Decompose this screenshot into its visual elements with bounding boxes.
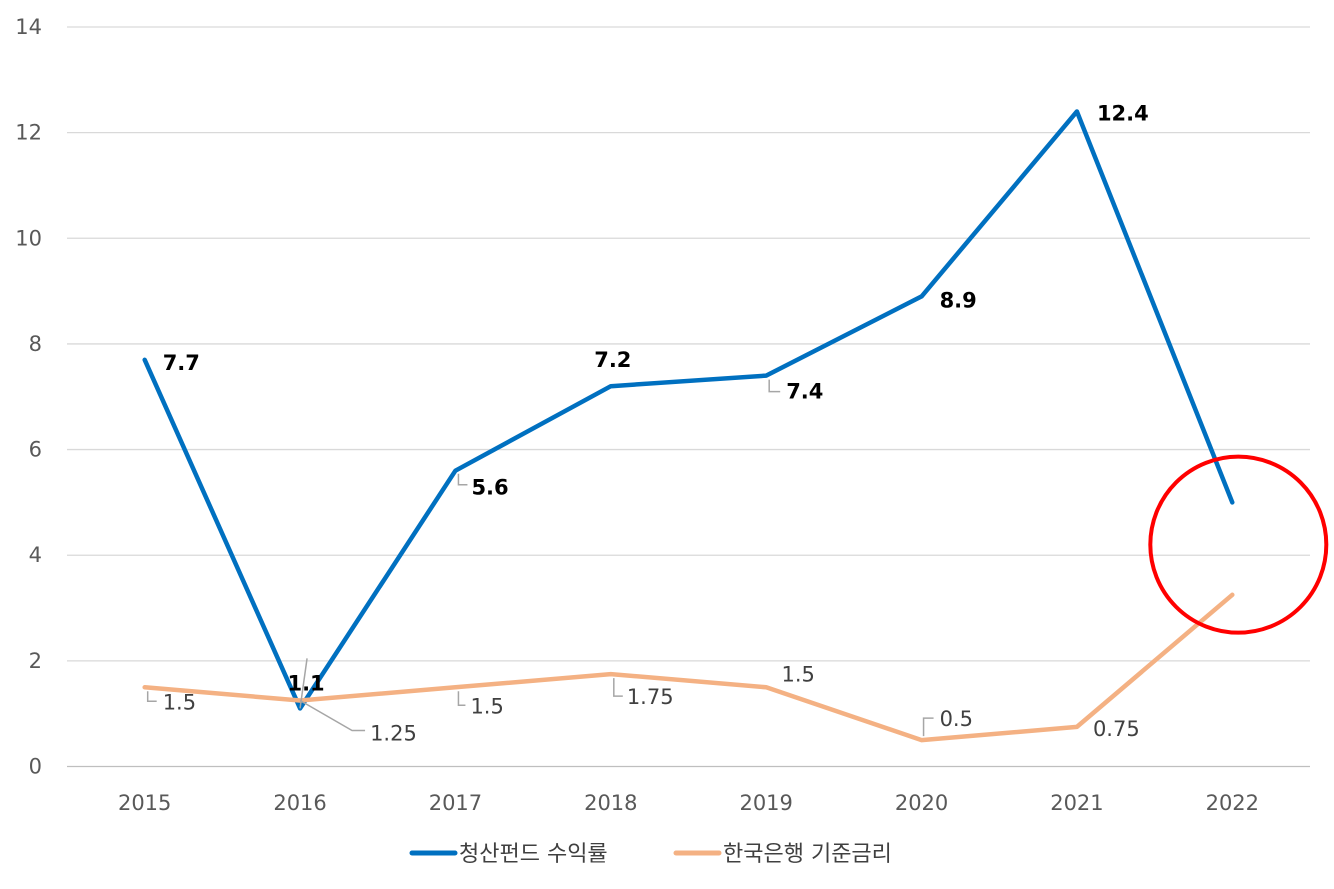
y-tick-label: 4 [29,543,42,567]
x-tick-label: 2021 [1050,791,1103,815]
y-tick-label: 12 [15,121,42,145]
leader-line [768,379,781,393]
x-tick-label: 2022 [1206,791,1259,815]
x-tick-label: 2016 [273,791,326,815]
data-label-fund: 7.7 [163,351,200,375]
y-tick-label: 6 [29,438,42,462]
data-label-fund: 5.6 [471,476,508,500]
x-tick-label: 2020 [895,791,948,815]
leader-line [613,678,623,697]
x-axis: 2015 2016 2017 2018 2019 2020 2021 2022 [118,791,1259,815]
data-label-fund: 12.4 [1097,102,1149,126]
legend-label-fund: 청산펀드 수익률 [459,842,608,867]
gridlines [67,26,1310,768]
series-layer [142,109,1235,743]
data-label-rate: 1.5 [781,662,814,686]
leader-line [922,717,934,737]
data-label-fund: 7.4 [786,380,823,404]
leader-line [457,473,468,486]
data-label-rate: 1.75 [627,685,674,709]
data-label-fund: 7.2 [594,348,631,372]
annotation-layer [1148,454,1329,635]
leader-line [457,691,466,707]
data-label-rate: 1.5 [470,694,503,718]
data-label-rate: 0.75 [1093,717,1140,741]
leader-line [299,658,308,709]
label-leader-lines [146,379,934,737]
y-tick-label: 2 [29,649,42,673]
y-tick-label: 10 [15,226,42,250]
data-label-fund: 1.1 [287,671,324,695]
legend-label-rate: 한국은행 기준금리 [723,842,892,867]
y-tick-label: 14 [15,15,42,39]
x-tick-label: 2019 [739,791,792,815]
data-label-rate: 0.5 [940,707,973,731]
leader-line [146,691,157,703]
x-tick-label: 2017 [429,791,482,815]
data-label-fund: 8.9 [940,288,977,312]
data-label-rate: 1.5 [163,690,196,714]
data-label-rate: 1.25 [370,721,417,745]
series-line-rate [142,592,1235,743]
y-tick-label: 0 [29,755,42,779]
y-axis: 0 2 4 6 8 10 12 14 [15,15,42,779]
x-tick-label: 2018 [584,791,637,815]
y-tick-label: 8 [29,332,42,356]
data-labels: 7.7 1.1 5.6 7.2 7.4 8.9 12.4 1.5 1.25 1.5 1.75 1.5 0… [163,102,1149,746]
x-tick-label: 2015 [118,791,171,815]
legend[interactable]: 청산펀드 수익률 한국은행 기준금리 [409,842,892,867]
highlight-circle [1148,454,1329,635]
leader-line [299,699,366,732]
series-line-fund [142,109,1235,711]
